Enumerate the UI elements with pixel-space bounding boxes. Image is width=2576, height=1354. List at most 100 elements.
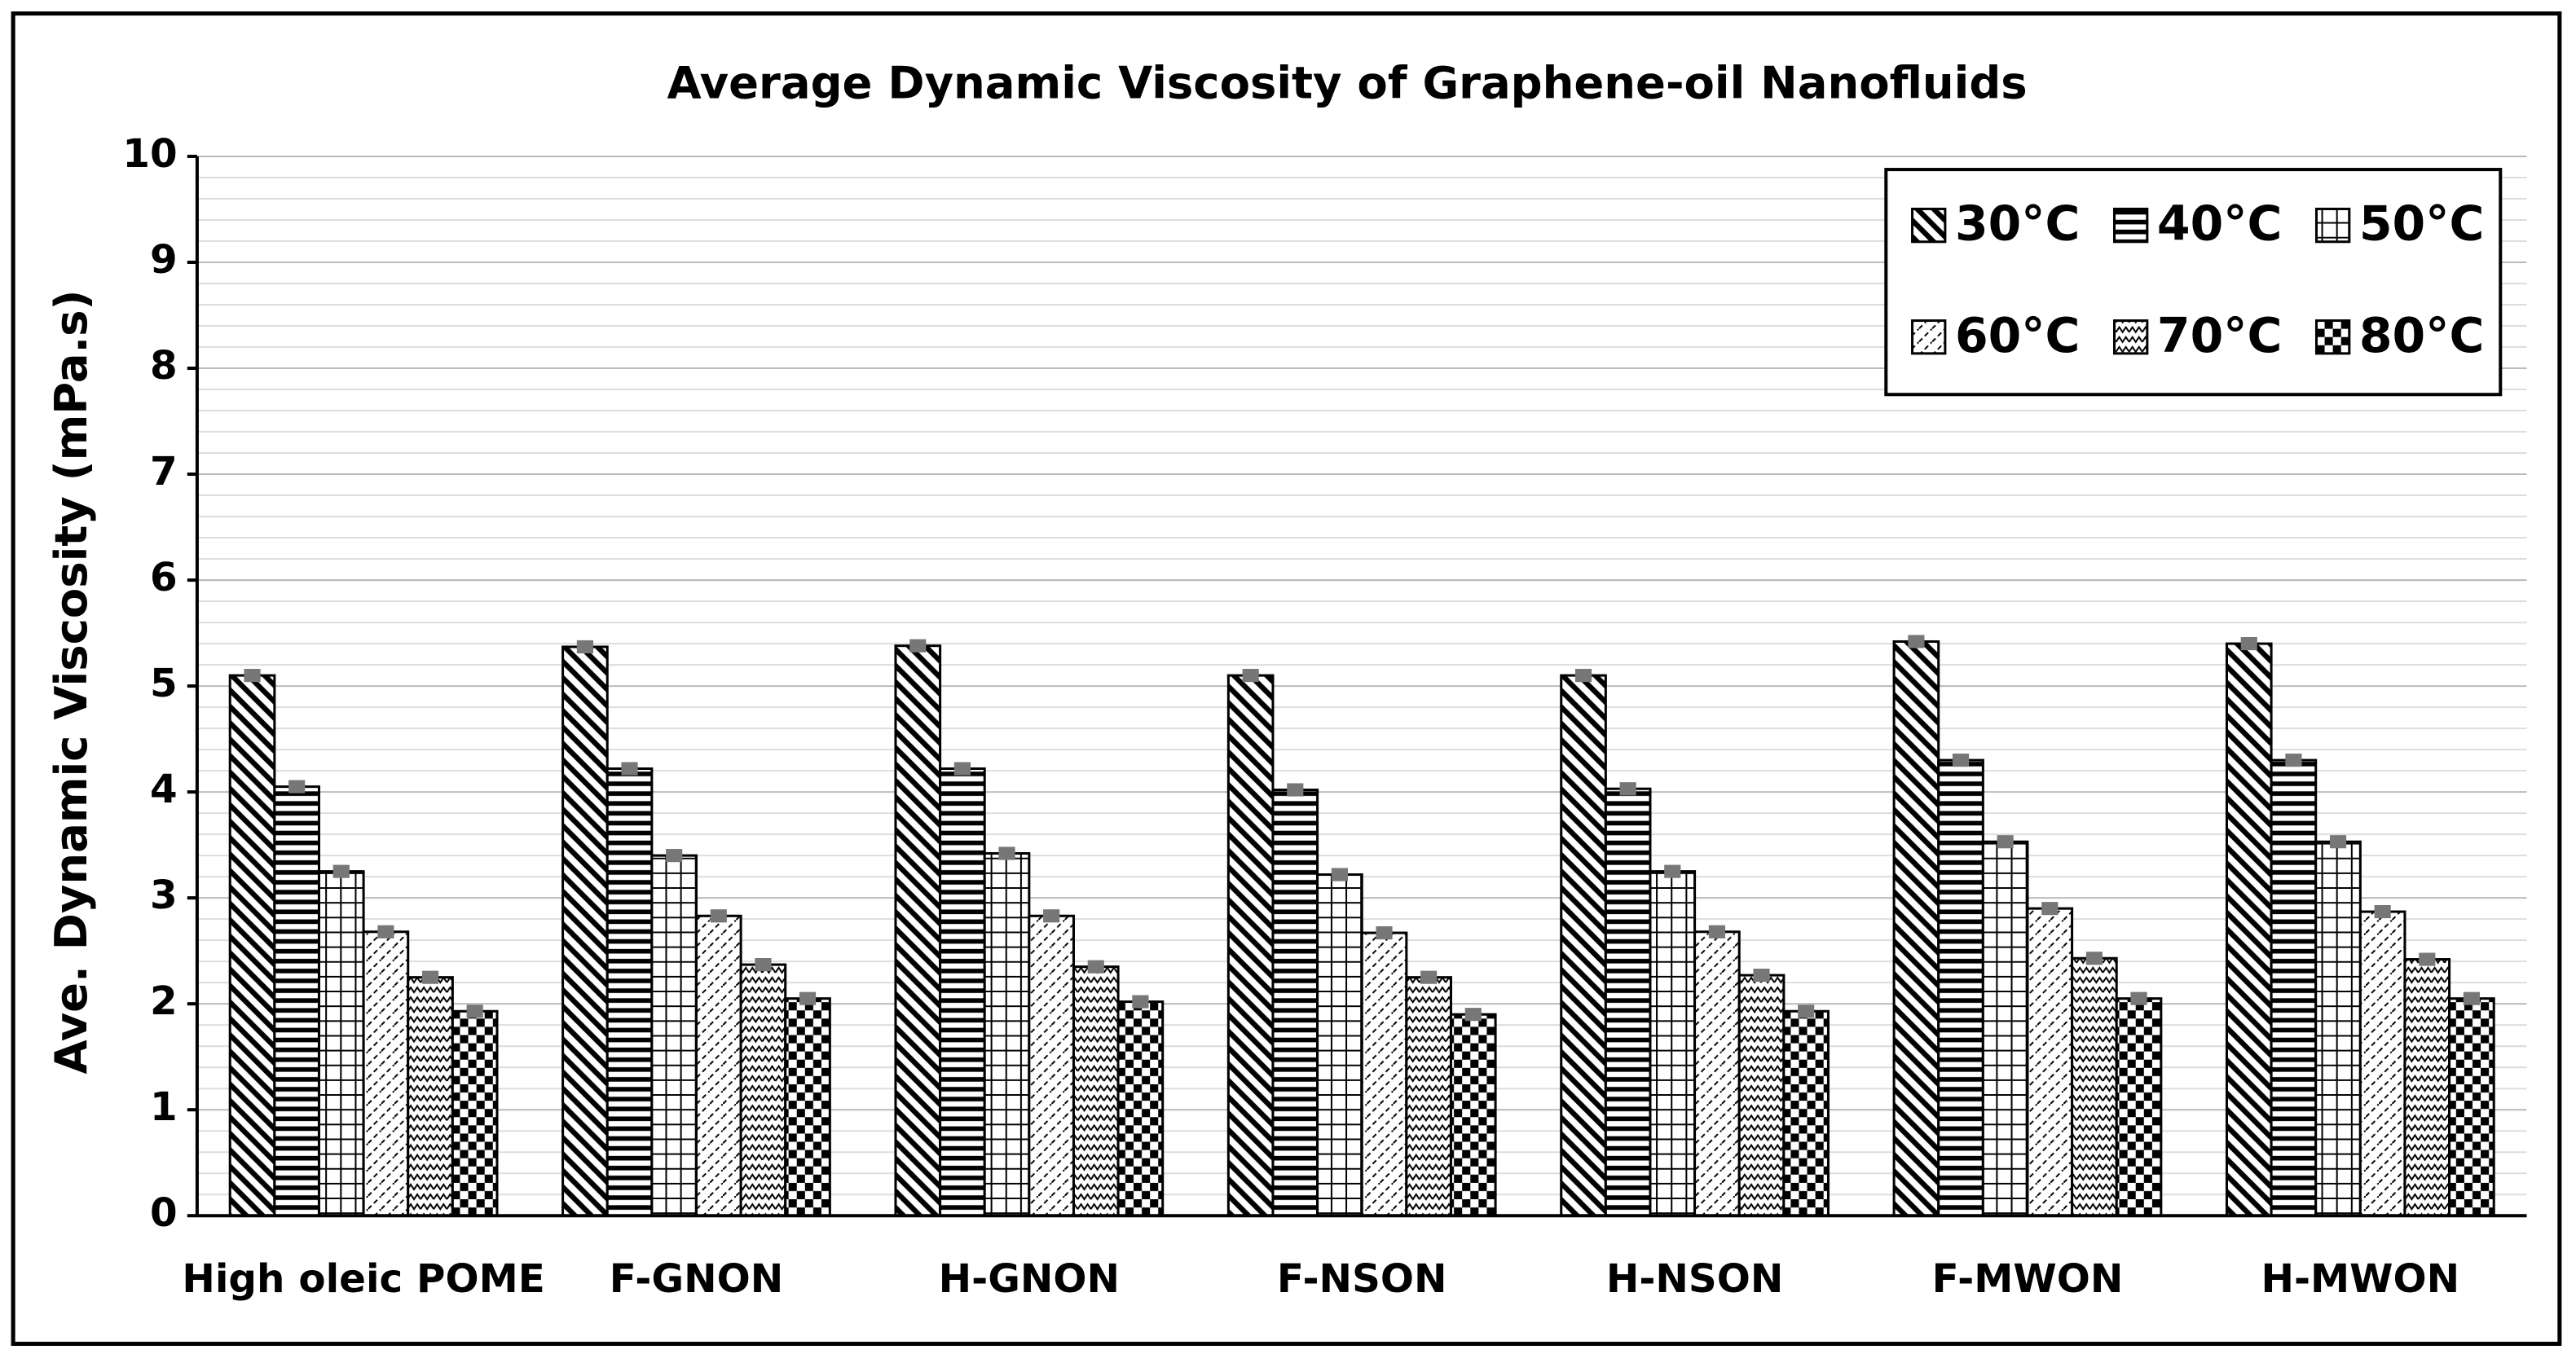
value-marker (666, 849, 683, 863)
legend-label: 30°C (1955, 196, 2080, 252)
value-marker (332, 864, 350, 878)
bar (2403, 958, 2451, 1217)
bar (1649, 870, 1697, 1217)
x-tick-label: F-MWON (1932, 1256, 2124, 1302)
bar (317, 870, 365, 1217)
bar (939, 767, 986, 1217)
value-marker (799, 991, 817, 1005)
legend-swatch (1911, 319, 1947, 355)
value-marker (421, 970, 439, 984)
value-marker (1087, 960, 1104, 974)
value-marker (1908, 635, 1925, 648)
bar (561, 645, 609, 1217)
bar (1226, 674, 1275, 1217)
bar (362, 930, 410, 1217)
value-marker (1619, 782, 1636, 796)
y-tick-label: 1 (150, 1084, 178, 1130)
bar (605, 767, 654, 1217)
bar (894, 644, 942, 1217)
value-marker (1242, 669, 1259, 683)
bar (1028, 914, 1075, 1217)
bar (739, 963, 787, 1217)
bar (451, 1009, 499, 1217)
bar (784, 997, 831, 1217)
value-marker (1708, 925, 1725, 939)
value-marker (710, 909, 727, 923)
value-marker (909, 639, 927, 653)
legend-swatch (2113, 207, 2149, 244)
bar (694, 914, 742, 1217)
bar (1072, 965, 1120, 1217)
value-marker (2041, 902, 2059, 916)
bar (1892, 640, 1940, 1217)
value-marker (1997, 835, 2014, 849)
x-tick-label: F-NSON (1277, 1256, 1447, 1302)
value-marker (377, 925, 394, 939)
bar (2071, 956, 2118, 1217)
y-tick-label: 6 (150, 555, 178, 600)
value-marker (2240, 637, 2257, 651)
value-marker (1798, 1005, 1815, 1018)
legend-swatch (2113, 319, 2149, 355)
value-marker (2285, 754, 2302, 767)
y-tick-label: 3 (150, 873, 178, 918)
y-tick-label: 5 (150, 661, 178, 706)
value-marker (1574, 669, 1592, 683)
bar (1405, 976, 1452, 1217)
bar (1737, 974, 1786, 1217)
value-marker (998, 846, 1015, 860)
bar (2314, 840, 2362, 1217)
x-tick-label: H-MWON (2261, 1256, 2459, 1302)
bar (1981, 840, 2029, 1217)
value-marker (755, 957, 772, 972)
legend-label: 50°C (2359, 196, 2484, 252)
value-marker (288, 780, 306, 793)
y-tick-label: 9 (150, 237, 178, 283)
value-marker (1464, 1008, 1482, 1022)
bar (2448, 997, 2495, 1217)
value-marker (1753, 969, 1770, 983)
bar (650, 854, 698, 1217)
bar (1271, 789, 1319, 1217)
value-marker (244, 669, 261, 683)
bar (1937, 758, 1984, 1217)
bar (228, 674, 276, 1217)
x-tick-label: High oleic POME (182, 1256, 544, 1302)
legend-swatch (1911, 207, 1947, 244)
value-marker (1420, 970, 1438, 984)
value-marker (2374, 904, 2391, 919)
value-marker (576, 640, 593, 654)
bar (407, 976, 454, 1217)
value-marker (1952, 754, 1970, 767)
value-marker (1376, 925, 1393, 940)
legend-label: 80°C (2359, 308, 2484, 363)
value-marker (621, 762, 638, 776)
x-tick-label: H-GNON (939, 1256, 1120, 1302)
value-marker (2419, 952, 2436, 966)
y-tick-label: 8 (150, 343, 178, 389)
bar (1782, 1009, 1830, 1217)
value-marker (1043, 909, 1060, 923)
bar (273, 785, 320, 1217)
value-marker (953, 762, 971, 776)
bar (1116, 1000, 1165, 1217)
y-tick-label: 7 (150, 449, 178, 495)
bar (2358, 910, 2406, 1217)
bar (983, 852, 1031, 1217)
value-marker (2329, 835, 2347, 849)
x-tick-label: F-GNON (610, 1256, 783, 1302)
value-marker (2463, 991, 2480, 1005)
y-tick-label: 2 (150, 978, 178, 1024)
bar (2026, 907, 2074, 1217)
legend-label: 60°C (1955, 308, 2080, 363)
bar (1360, 931, 1408, 1217)
legend-label: 40°C (2157, 196, 2282, 252)
y-tick-label: 4 (150, 767, 178, 812)
y-axis-label: Ave. Dynamic Viscosity (mPa.s) (45, 290, 97, 1075)
bar (2270, 758, 2318, 1217)
y-tick-label: 10 (122, 131, 177, 177)
y-tick-label: 0 (150, 1190, 178, 1236)
x-tick-label: H-NSON (1606, 1256, 1784, 1302)
bar (1560, 674, 1607, 1217)
